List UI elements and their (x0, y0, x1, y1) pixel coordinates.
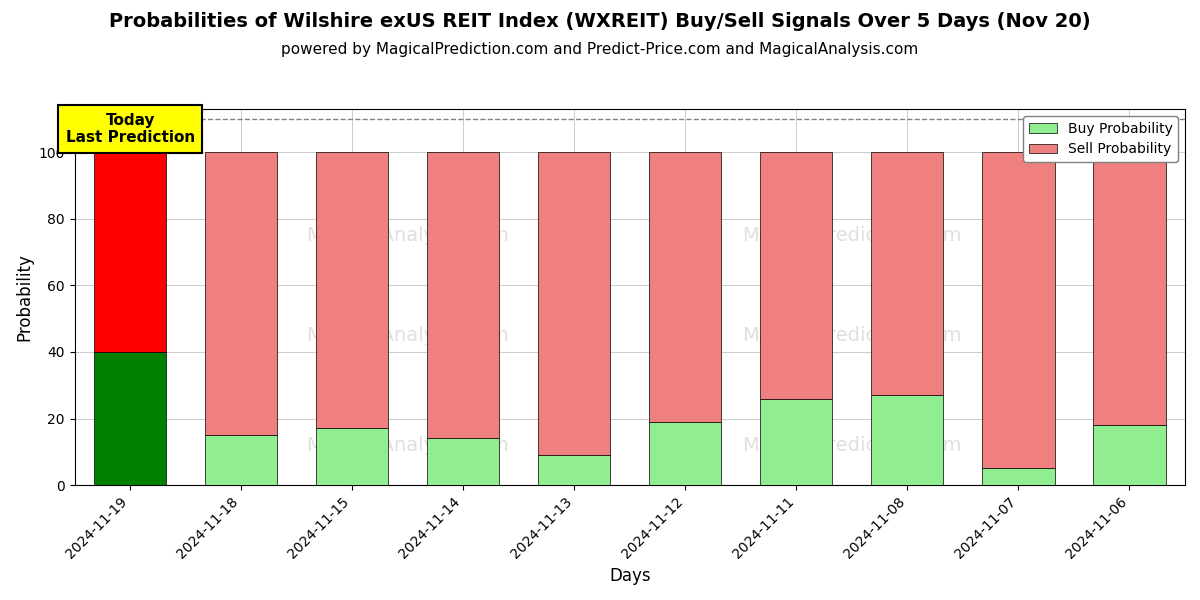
Bar (649, 422, 721, 485)
Bar (427, 152, 499, 439)
Bar (871, 152, 943, 395)
Text: Probabilities of Wilshire exUS REIT Index (WXREIT) Buy/Sell Signals Over 5 Days : Probabilities of Wilshire exUS REIT Inde… (109, 12, 1091, 31)
Bar (94, 352, 167, 485)
Bar (316, 152, 389, 428)
Text: Today
Last Prediction: Today Last Prediction (66, 113, 194, 145)
Bar (205, 152, 277, 435)
Text: MagicalPrediction.com: MagicalPrediction.com (742, 436, 961, 455)
Y-axis label: Probability: Probability (16, 253, 34, 341)
Bar (539, 152, 611, 455)
Bar (316, 428, 389, 485)
X-axis label: Days: Days (610, 567, 650, 585)
Text: powered by MagicalPrediction.com and Predict-Price.com and MagicalAnalysis.com: powered by MagicalPrediction.com and Pre… (281, 42, 919, 57)
Bar (761, 152, 833, 398)
Bar (983, 152, 1055, 469)
Bar (983, 469, 1055, 485)
Text: MagicalAnalysis.com: MagicalAnalysis.com (306, 436, 509, 455)
Bar (871, 395, 943, 485)
Text: MagicalPrediction.com: MagicalPrediction.com (742, 326, 961, 345)
Text: MagicalPrediction.com: MagicalPrediction.com (742, 226, 961, 245)
Bar (539, 455, 611, 485)
Bar (205, 435, 277, 485)
Bar (427, 439, 499, 485)
Bar (649, 152, 721, 422)
Bar (1093, 425, 1165, 485)
Bar (761, 398, 833, 485)
Legend: Buy Probability, Sell Probability: Buy Probability, Sell Probability (1024, 116, 1178, 162)
Text: MagicalAnalysis.com: MagicalAnalysis.com (306, 326, 509, 345)
Bar (94, 152, 167, 352)
Text: MagicalAnalysis.com: MagicalAnalysis.com (306, 226, 509, 245)
Bar (1093, 152, 1165, 425)
